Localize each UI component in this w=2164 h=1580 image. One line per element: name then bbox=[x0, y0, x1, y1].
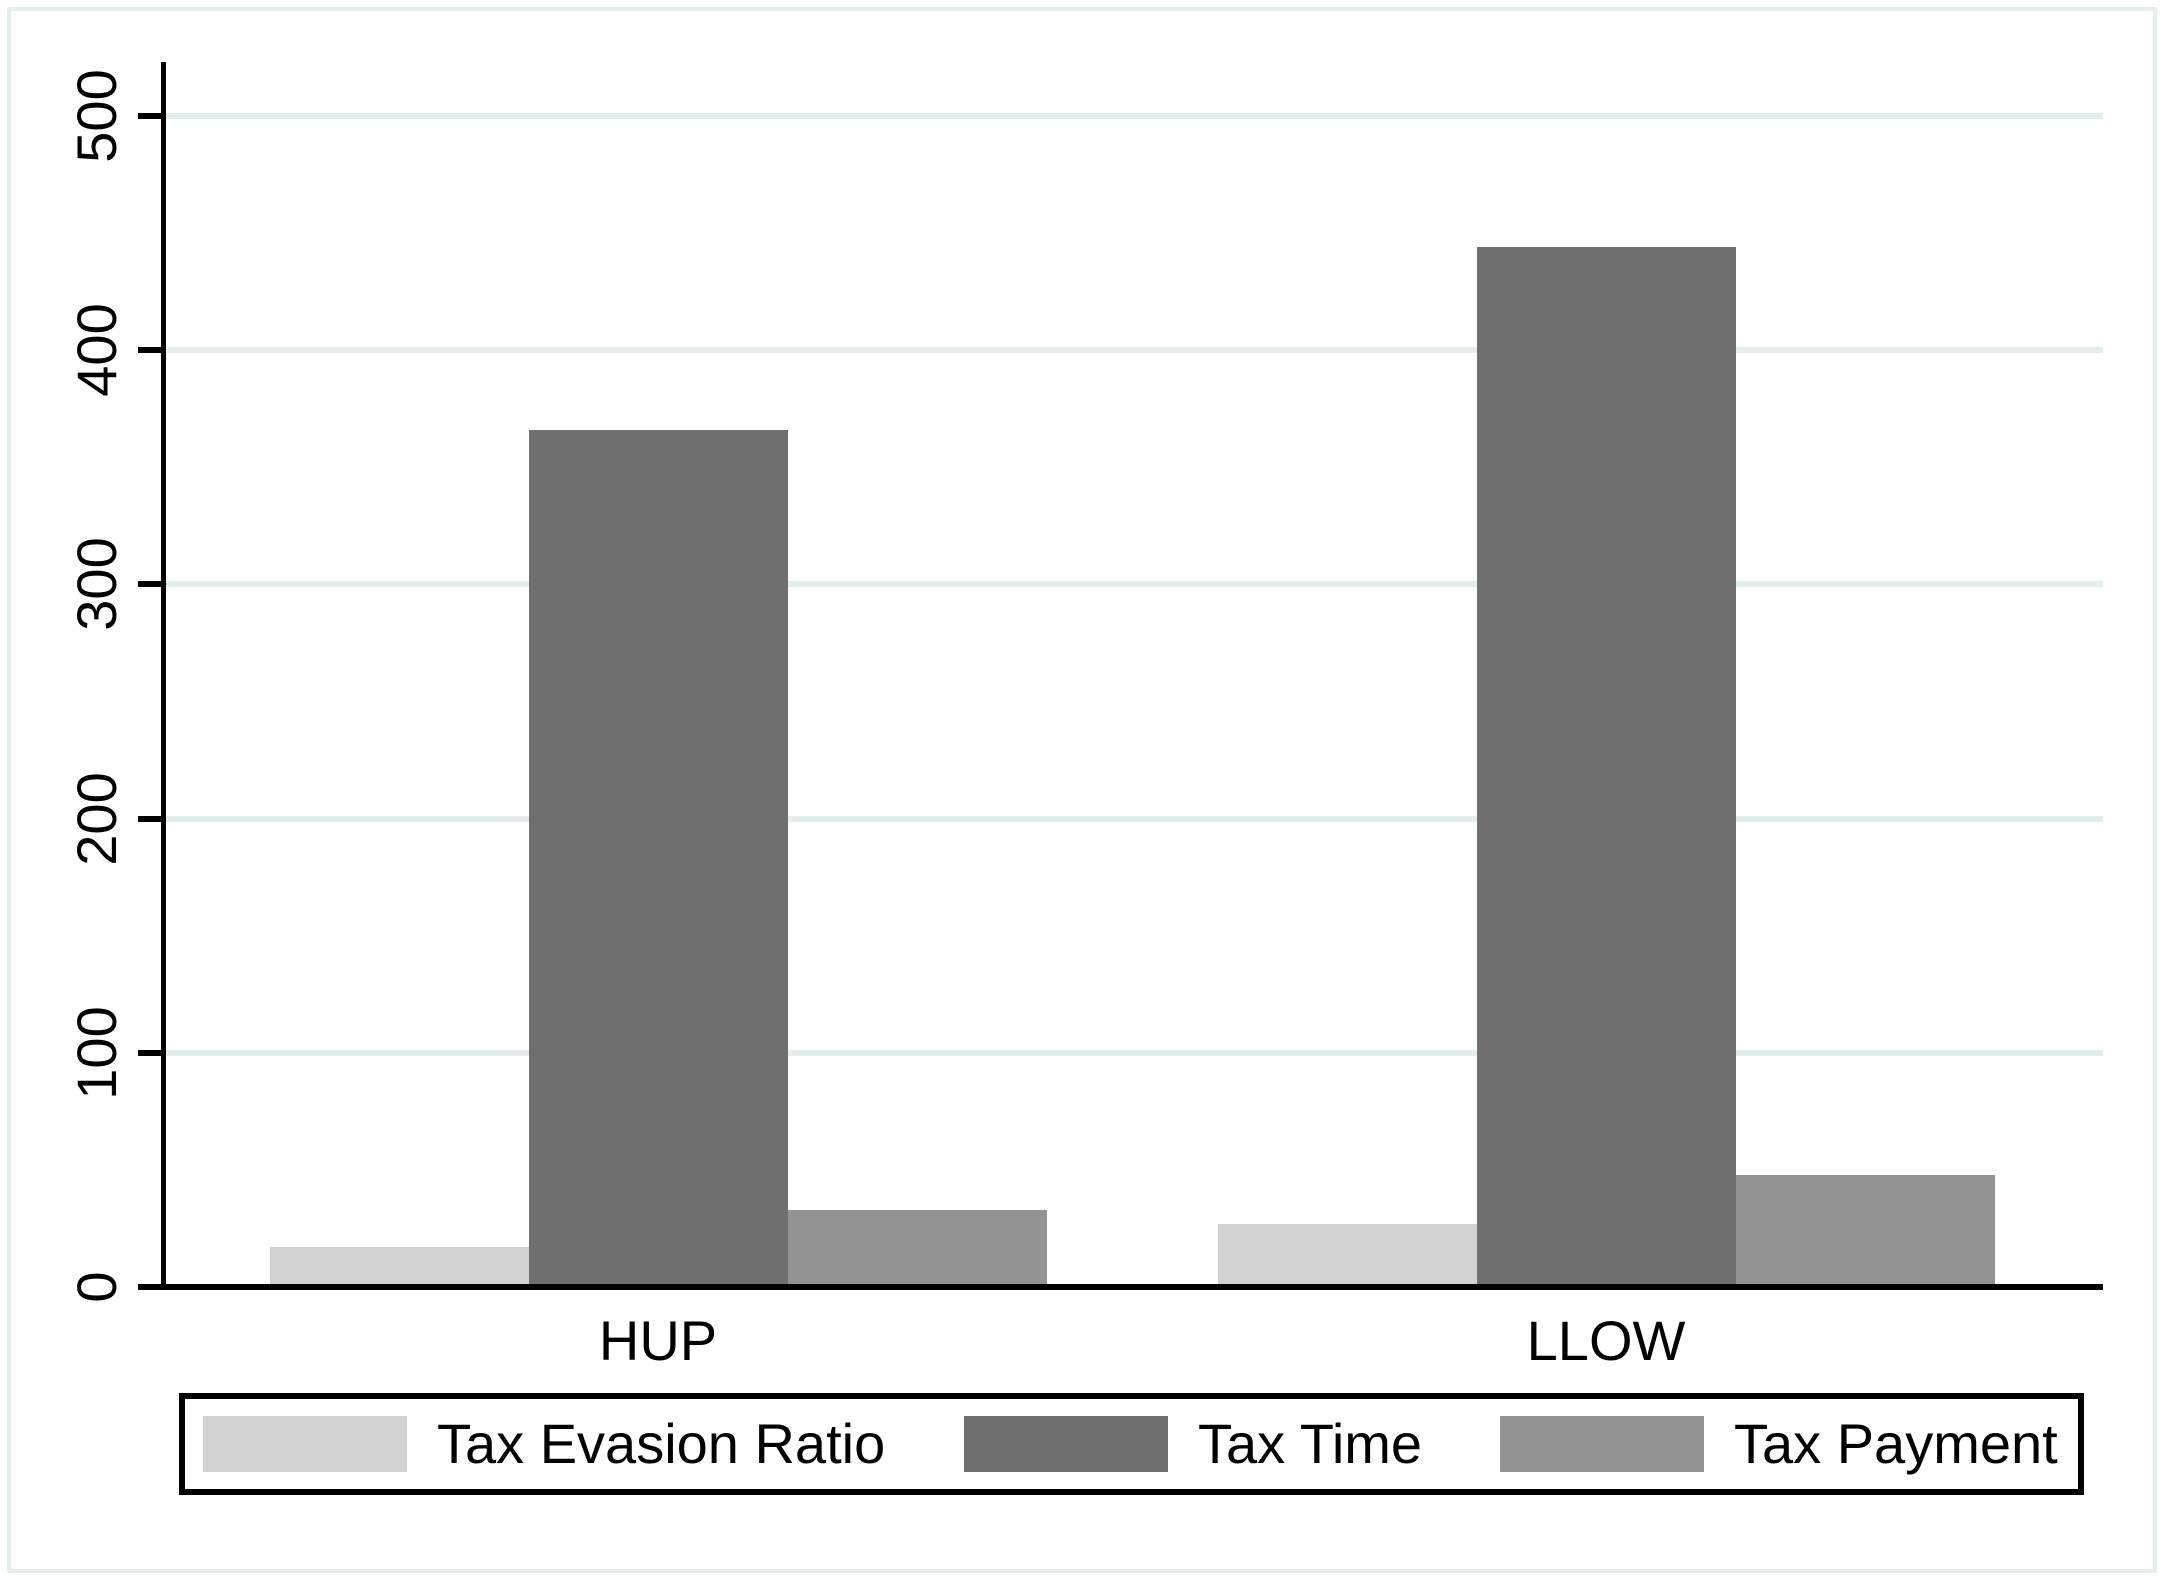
y-tick-label-0: 0 bbox=[65, 1271, 128, 1303]
figure-border bbox=[7, 7, 2157, 1573]
bar-tax-payment-hup bbox=[787, 1209, 1047, 1287]
legend-item-tax-payment: Tax Payment bbox=[1500, 1399, 2058, 1489]
bar-tax-time-hup bbox=[528, 429, 788, 1287]
y-tick-label-100: 100 bbox=[65, 1006, 128, 1100]
gridline-300 bbox=[166, 581, 2103, 588]
gridline-500 bbox=[166, 113, 2103, 119]
legend-label-tax-evasion-ratio: Tax Evasion Ratio bbox=[437, 1412, 886, 1475]
bar-tax-payment-llow bbox=[1735, 1174, 1995, 1287]
legend-swatch-tax-time bbox=[964, 1416, 1168, 1472]
y-axis-tick-100 bbox=[138, 1049, 161, 1056]
legend-label-tax-payment: Tax Payment bbox=[1734, 1412, 2058, 1475]
bar-tax-time-llow bbox=[1476, 247, 1736, 1287]
legend-item-tax-evasion-ratio: Tax Evasion Ratio bbox=[203, 1399, 885, 1489]
y-axis-tick-400 bbox=[138, 347, 161, 354]
y-axis-line bbox=[161, 62, 166, 1290]
x-axis-category-label-hup: HUP bbox=[598, 1309, 718, 1372]
legend-label-tax-time: Tax Time bbox=[1198, 1412, 1423, 1475]
x-axis-category-label-llow: LLOW bbox=[1526, 1309, 1686, 1372]
bar-tax-evasion-ratio-llow bbox=[1217, 1223, 1477, 1287]
gridline-200 bbox=[166, 815, 2103, 822]
y-tick-label-300: 300 bbox=[65, 537, 128, 632]
y-tick-label-400: 400 bbox=[65, 303, 128, 397]
gridline-100 bbox=[166, 1049, 2103, 1056]
y-axis-tick-500 bbox=[138, 113, 161, 119]
legend-item-tax-time: Tax Time bbox=[964, 1399, 1422, 1489]
y-tick-label-200: 200 bbox=[65, 771, 128, 866]
y-axis-tick-0 bbox=[138, 1284, 161, 1290]
y-axis-tick-200 bbox=[138, 815, 161, 822]
y-tick-label-500: 500 bbox=[65, 69, 128, 163]
legend-swatch-tax-payment bbox=[1500, 1416, 1704, 1472]
bar-tax-evasion-ratio-hup bbox=[269, 1247, 529, 1287]
legend-swatch-tax-evasion-ratio bbox=[203, 1416, 407, 1472]
gridline-400 bbox=[166, 347, 2103, 354]
y-axis-tick-300 bbox=[138, 581, 161, 588]
legend-box: Tax Evasion Ratio Tax Time Tax Payment bbox=[179, 1393, 2084, 1495]
x-axis-line bbox=[161, 1284, 2103, 1290]
